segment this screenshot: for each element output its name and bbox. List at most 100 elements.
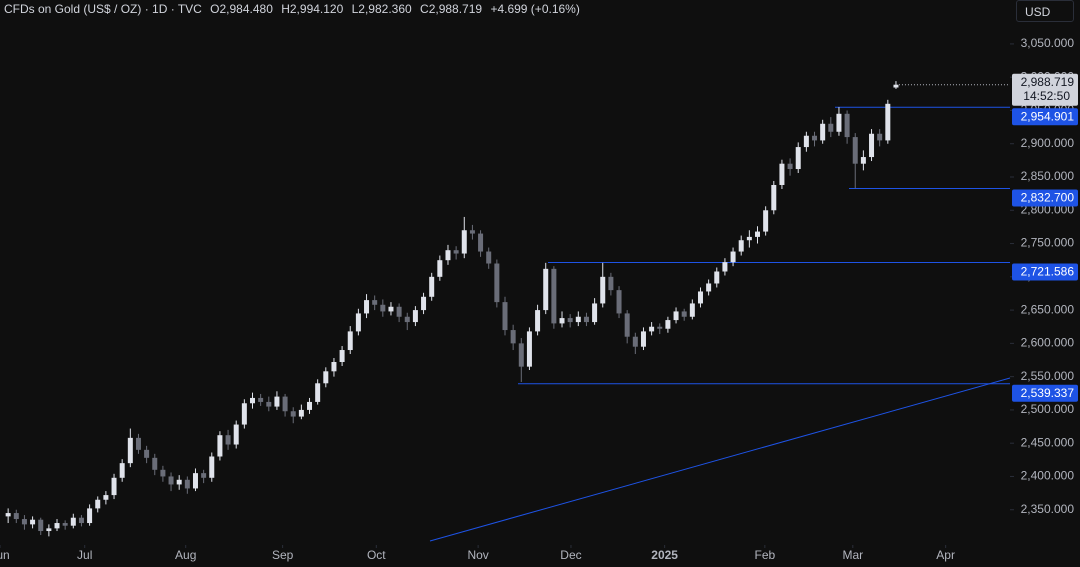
currency-button[interactable]: USD [1016,0,1074,22]
level-label: 2,721.586 [1021,265,1075,279]
candle-body [184,479,190,489]
candle-body [518,343,524,367]
candle-body [486,251,492,264]
candle-body [567,318,573,323]
candle-body [714,271,720,284]
candle-body [225,435,231,445]
candle-body [217,435,223,457]
symbol-title: CFDs on Gold (US$ / OZ) · 1D · TVC [4,2,202,16]
candle-body [404,316,410,323]
candle-body [331,362,337,372]
candle-body [323,371,329,384]
candle-body [127,437,133,464]
candle-body [290,411,296,417]
change-value: +4.699 (+0.16%) [490,2,580,16]
candle-body [526,331,532,367]
candle-body [575,316,581,323]
candle-body [144,449,150,458]
candle-body [241,403,247,425]
candle-body [46,528,52,532]
candle-body [62,523,68,526]
candle-body [657,326,663,329]
candle-body [21,519,27,525]
y-tick-label: 2,650.000 [1021,302,1075,316]
y-tick-label: 2,850.000 [1021,169,1075,183]
candle-body [730,251,736,263]
y-tick-label: 2,550.000 [1021,369,1075,383]
y-tick-label: 2,750.000 [1021,236,1075,250]
candle-body [559,318,565,324]
candle-body [152,457,158,470]
candle-body [632,336,638,347]
header: CFDs on Gold (US$ / OZ) · 1D · TVC O2,98… [4,2,585,16]
candle-body [592,303,598,323]
candle-body [13,513,19,520]
candle-body [209,456,215,478]
candle-body [429,276,435,297]
candle-body [673,311,679,321]
candle-body [364,300,370,314]
candle-body [510,330,516,344]
level-label-box [1012,263,1078,281]
candle-body [315,383,321,402]
candle-body [176,479,182,485]
candle-body [111,477,117,496]
candle-body [616,290,622,314]
level-label: 2,539.337 [1021,386,1075,400]
candle-body [746,236,752,241]
candle-body [706,283,712,292]
x-tick-label: Sep [272,548,294,562]
candle-body [877,133,883,141]
candle-body [87,508,93,524]
candle-body [339,350,345,363]
candle-body [258,397,264,402]
level-label-box [1012,189,1078,207]
candle-body [624,313,630,337]
candle-body [583,316,589,323]
last-price-box [1012,73,1078,106]
candle-body [681,311,687,317]
x-tick-label: 2025 [651,548,678,562]
candle-body [192,473,198,489]
candle-body [266,401,272,407]
candle-body [697,291,703,304]
candle-body [600,276,606,304]
countdown-label: 14:52:50 [1023,89,1070,103]
candle-body [5,513,11,517]
candle-body [347,331,353,351]
y-tick-label: 2,450.000 [1021,435,1075,449]
candle-body [738,240,744,252]
y-tick-label: 2,500.000 [1021,402,1075,416]
candle-body [469,230,475,234]
candle-body [282,396,288,412]
candle-body [95,499,101,509]
high-value: H2,994.120 [281,2,344,16]
candle-body [461,230,467,254]
candle-body [70,517,76,526]
y-tick-label: 2,400.000 [1021,469,1075,483]
trend-line [429,377,1011,542]
candle-body [453,250,459,254]
open-value: O2,984.480 [210,2,273,16]
last-price-label: 2,988.719 [1021,75,1075,89]
candle-body [445,250,451,261]
candle-body [763,210,769,232]
y-tick-label: 2,900.000 [1021,136,1075,150]
candle-body [437,260,443,277]
y-tick-label: 3,050.000 [1021,36,1075,50]
candle-body [412,310,418,323]
x-tick-label: Aug [175,548,196,562]
candle-body [649,326,655,332]
x-tick-label: Feb [754,548,775,562]
x-tick-label: Oct [367,548,386,562]
candle-body [30,519,36,525]
candle-body [388,306,394,312]
candle-body [869,133,875,158]
candle-body [201,473,207,478]
close-value: C2,988.719 [420,2,483,16]
candle-body [860,157,866,164]
candle-body [380,304,386,312]
candle-body [885,103,891,141]
level-label: 2,954.901 [1021,109,1075,123]
